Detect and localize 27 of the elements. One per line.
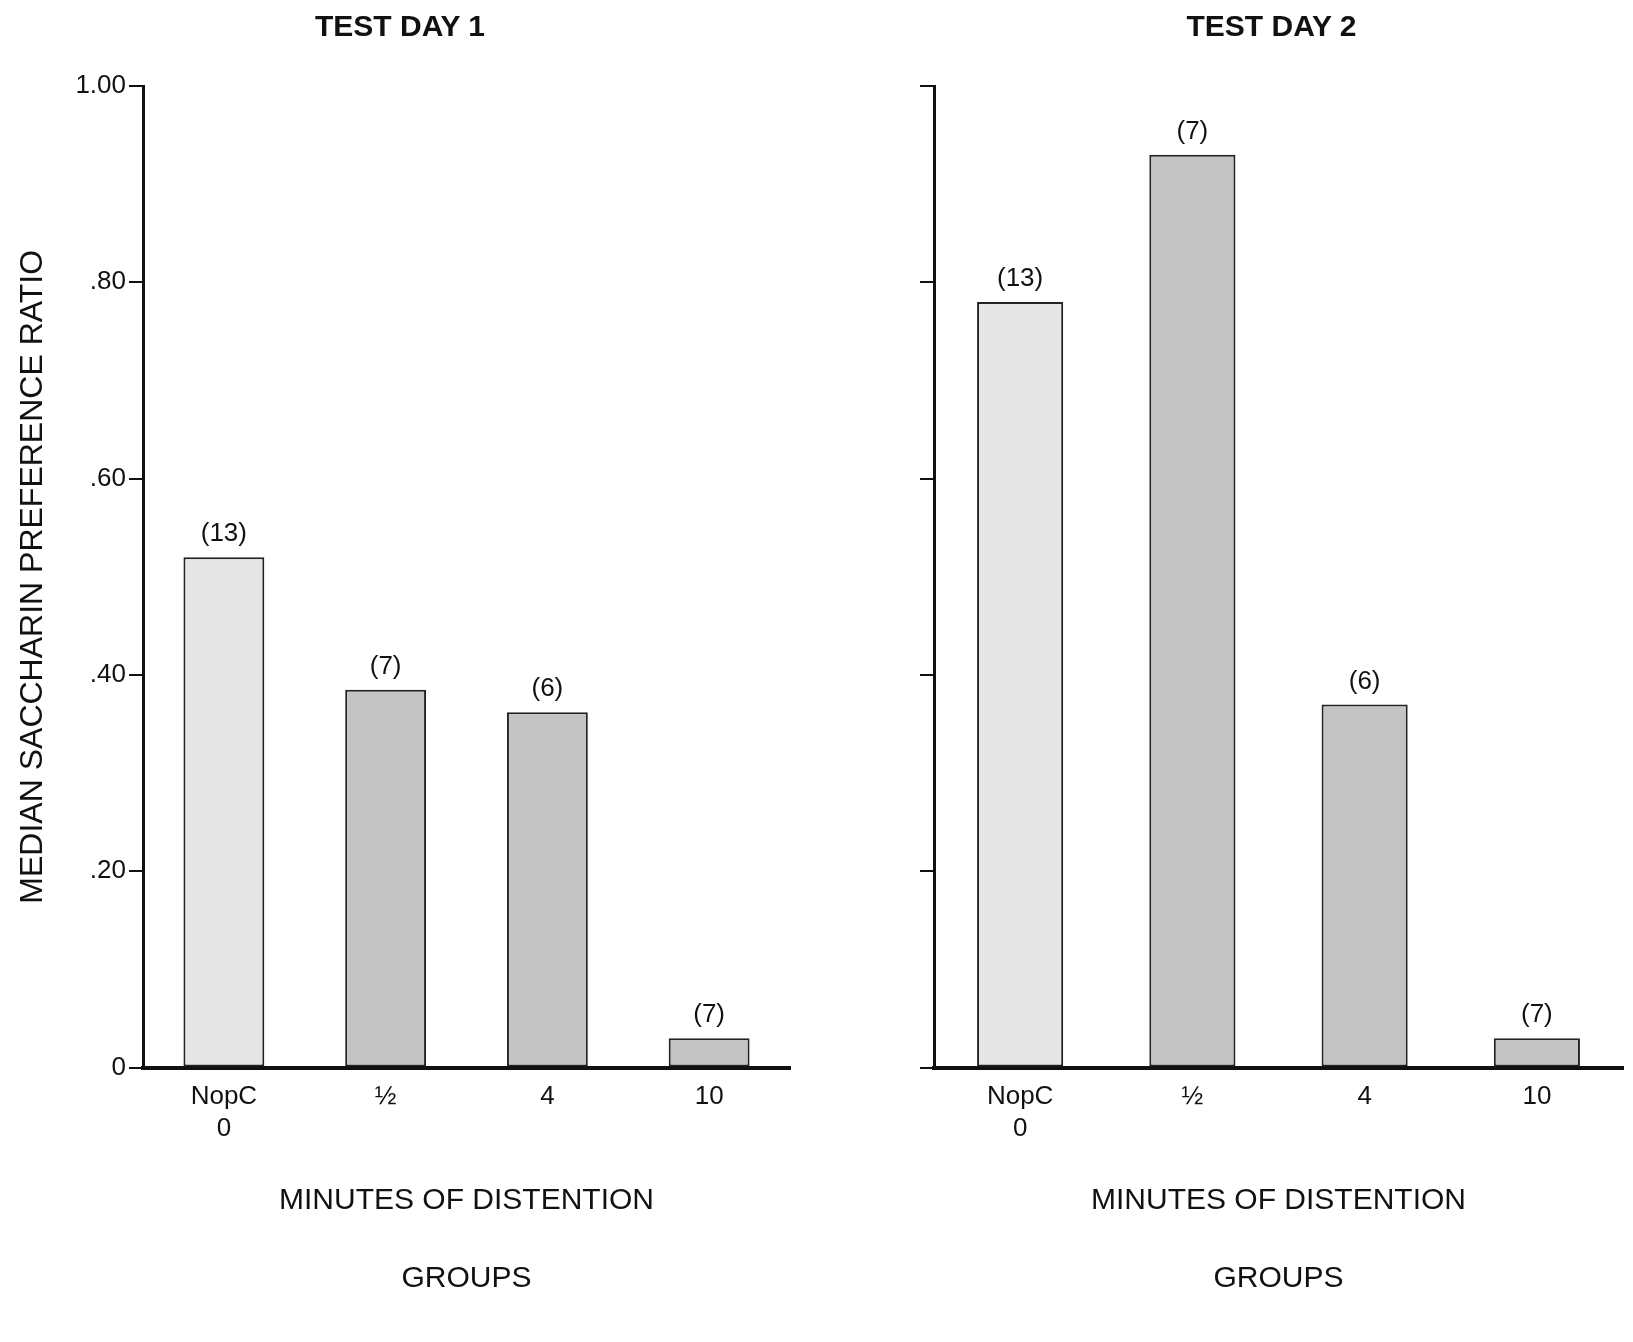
x-tick-label: NopC 0 <box>986 1080 1054 1142</box>
y-tick-label: .20 <box>89 854 126 885</box>
annotation: (7) <box>1176 114 1209 145</box>
text: MINUTES OF DISTENTION GROUPS <box>279 1182 654 1294</box>
y-tick-label: 1.00 <box>75 69 126 100</box>
y-tick-label: .40 <box>89 658 126 689</box>
chart-title: TEST DAY 1 <box>314 9 486 43</box>
annotation: (13) <box>997 262 1044 293</box>
y-tick-label: .80 <box>89 265 126 296</box>
x-tick-label: 4 <box>1357 1080 1372 1111</box>
annotation: (7) <box>693 998 726 1029</box>
annotation: (13) <box>200 517 247 548</box>
text: MINUTES OF DISTENTION GROUPS <box>1091 1182 1466 1294</box>
x-tick-label: 10 <box>1522 1080 1552 1111</box>
annotation: (6) <box>1348 664 1381 695</box>
x-tick-label: NopC 0 <box>190 1080 258 1142</box>
x-tick-label: 10 <box>694 1080 724 1111</box>
y-axis-title: MEDIAN SACCHARIN PREFERENCE RATIO <box>13 249 50 904</box>
x-tick-label: ½ <box>374 1080 397 1111</box>
annotation: (7) <box>369 649 402 680</box>
chart-title: TEST DAY 2 <box>1186 9 1357 43</box>
y-tick-label: .60 <box>89 461 126 492</box>
annotation: (6) <box>531 672 564 703</box>
x-tick-label: 4 <box>540 1080 555 1111</box>
x-tick-label: ½ <box>1181 1080 1204 1111</box>
y-tick-label: 0 <box>111 1050 126 1081</box>
annotation: (7) <box>1520 998 1553 1029</box>
